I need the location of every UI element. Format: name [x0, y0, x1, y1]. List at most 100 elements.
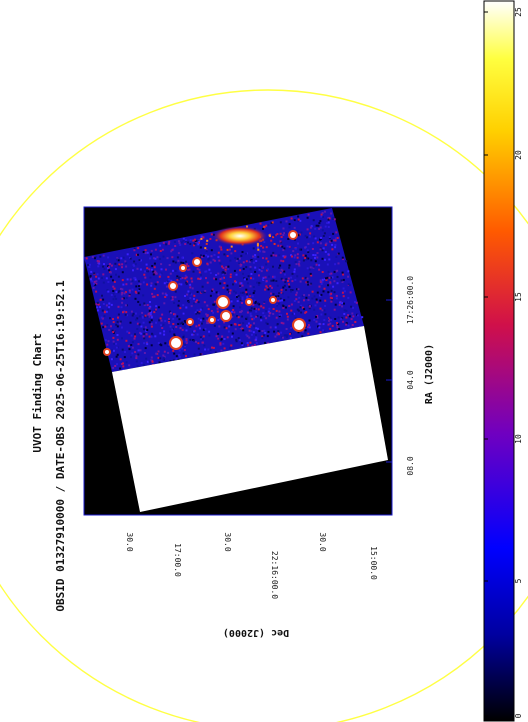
noise-pixel: [174, 314, 177, 317]
noise-pixel: [265, 321, 268, 324]
noise-pixel: [340, 318, 343, 321]
noise-pixel: [104, 339, 107, 342]
noise-pixel: [280, 259, 283, 262]
noise-pixel: [206, 262, 209, 265]
noise-pixel: [212, 258, 215, 261]
noise-pixel: [163, 282, 166, 285]
noise-pixel: [248, 293, 251, 296]
noise-pixel: [252, 331, 255, 334]
noise-pixel: [206, 322, 209, 325]
noise-pixel: [313, 308, 316, 311]
noise-pixel: [123, 292, 126, 295]
noise-pixel: [200, 337, 203, 340]
noise-pixel: [95, 255, 97, 258]
noise-pixel: [307, 250, 310, 253]
noise-pixel: [98, 262, 101, 265]
noise-pixel: [184, 274, 187, 277]
noise-pixel: [250, 330, 253, 333]
noise-pixel: [321, 229, 324, 232]
noise-pixel: [120, 326, 123, 329]
noise-pixel: [211, 288, 214, 291]
noise-pixel: [266, 335, 269, 338]
noise-pixel: [248, 329, 251, 332]
noise-pixel: [134, 278, 137, 281]
noise-pixel: [230, 324, 233, 327]
noise-pixel: [219, 262, 222, 265]
noise-pixel: [142, 335, 145, 338]
noise-pixel: [288, 305, 291, 307]
noise-pixel: [285, 278, 288, 281]
noise-pixel: [338, 328, 341, 330]
noise-pixel: [229, 273, 232, 276]
noise-pixel: [181, 321, 184, 324]
noise-pixel: [335, 255, 338, 258]
noise-pixel: [102, 265, 105, 268]
noise-pixel: [284, 232, 287, 234]
noise-pixel: [290, 254, 292, 257]
noise-pixel: [126, 253, 129, 256]
noise-pixel: [101, 294, 103, 297]
noise-pixel: [247, 344, 250, 347]
noise-pixel: [262, 277, 265, 280]
bright-flare: [212, 226, 268, 246]
noise-pixel: [213, 253, 216, 256]
noise-pixel: [319, 242, 322, 245]
noise-pixel: [101, 276, 103, 279]
noise-pixel: [123, 310, 126, 313]
noise-pixel: [172, 359, 175, 362]
noise-pixel: [218, 325, 221, 328]
noise-pixel: [102, 326, 105, 329]
noise-pixel: [239, 311, 242, 313]
noise-pixel: [283, 334, 286, 337]
noise-pixel: [272, 312, 275, 315]
noise-pixel: [241, 327, 244, 330]
noise-pixel: [308, 307, 311, 310]
noise-pixel: [304, 311, 307, 314]
noise-pixel: [122, 362, 124, 365]
noise-pixel: [114, 330, 117, 333]
noise-pixel: [168, 278, 171, 281]
noise-pixel: [274, 295, 277, 298]
noise-pixel: [147, 314, 150, 317]
noise-pixel: [342, 278, 345, 281]
noise-pixel: [150, 249, 153, 252]
noise-pixel: [226, 255, 229, 257]
noise-pixel: [219, 343, 222, 346]
noise-pixel: [131, 346, 134, 349]
noise-pixel: [131, 314, 134, 317]
noise-pixel: [119, 322, 122, 325]
noise-pixel: [239, 264, 242, 267]
noise-pixel: [205, 270, 208, 273]
noise-pixel: [240, 342, 243, 345]
noise-pixel: [297, 218, 300, 221]
noise-pixel: [341, 280, 344, 283]
noise-pixel: [166, 280, 169, 283]
noise-pixel: [108, 306, 111, 309]
noise-pixel: [222, 273, 225, 276]
noise-pixel: [145, 333, 148, 336]
noise-pixel: [131, 279, 134, 282]
noise-pixel: [246, 316, 249, 319]
noise-pixel: [287, 277, 290, 280]
noise-pixel: [339, 328, 342, 331]
noise-pixel: [117, 291, 120, 294]
noise-pixel: [192, 333, 195, 336]
star: [171, 338, 181, 348]
noise-pixel: [167, 275, 170, 278]
noise-pixel: [184, 321, 187, 324]
star: [290, 232, 296, 238]
noise-pixel: [295, 291, 298, 294]
noise-pixel: [178, 276, 181, 279]
noise-pixel: [110, 264, 113, 267]
noise-pixel: [276, 333, 279, 336]
noise-pixel: [335, 231, 338, 234]
noise-pixel: [291, 280, 294, 283]
noise-pixel: [258, 268, 261, 271]
noise-pixel: [328, 317, 331, 319]
noise-pixel: [178, 321, 181, 324]
noise-pixel: [280, 244, 283, 247]
noise-pixel: [219, 342, 222, 345]
noise-pixel: [286, 318, 289, 321]
noise-pixel: [222, 286, 225, 289]
noise-pixel: [282, 279, 285, 282]
